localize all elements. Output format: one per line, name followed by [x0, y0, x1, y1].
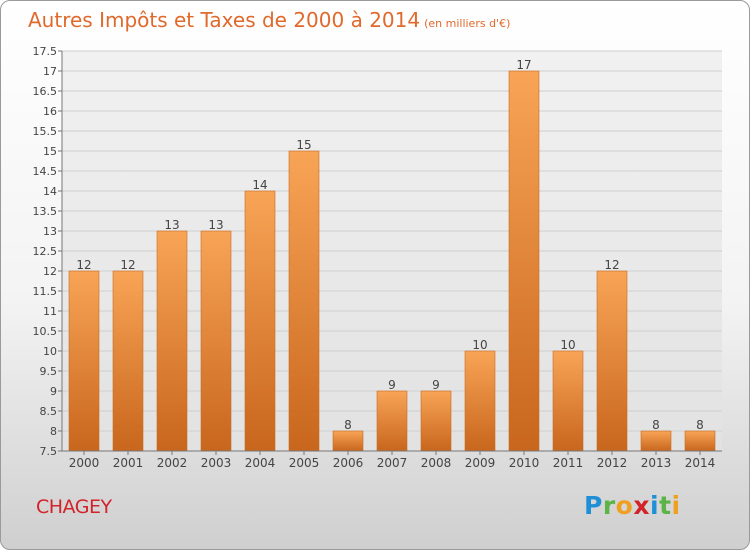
logo-letter: o: [615, 491, 634, 520]
bar-2012: [596, 270, 628, 452]
data-label: 17: [516, 58, 531, 72]
y-tick-label: 12.5: [33, 245, 58, 258]
data-label: 12: [604, 258, 619, 272]
y-tick-label: 15: [43, 145, 57, 158]
bar-2001: [112, 270, 144, 452]
bar-2000: [68, 270, 100, 452]
x-tick-label: 2000: [69, 456, 100, 470]
data-label: 10: [472, 338, 487, 352]
x-tick-label: 2003: [201, 456, 232, 470]
x-tick-label: 2008: [421, 456, 452, 470]
proxiti-logo: Proxiti: [584, 491, 681, 520]
chart-subtitle: (en milliers d'€): [424, 17, 511, 30]
y-tick-label: 14: [43, 185, 57, 198]
y-tick-label: 12: [43, 265, 57, 278]
chart-title-text: Autres Impôts et Taxes de 2000 à 2014: [28, 8, 421, 32]
data-label: 14: [252, 178, 267, 192]
y-tick-label: 16: [43, 105, 57, 118]
y-tick-label: 15.5: [33, 125, 58, 138]
x-tick-label: 2004: [245, 456, 276, 470]
data-label: 13: [208, 218, 223, 232]
logo-letter: t: [659, 491, 672, 520]
data-label: 12: [76, 258, 91, 272]
data-label: 13: [164, 218, 179, 232]
y-tick-label: 14.5: [33, 165, 58, 178]
x-tick-label: 2011: [553, 456, 584, 470]
logo-letter: P: [584, 491, 603, 520]
data-label: 8: [652, 418, 660, 432]
y-axis-ticks: 7.5 8 8.5 9 9.5 10 10.5 11 11.5 12 12.5 13 13.5 14 14.…: [33, 45, 62, 458]
x-tick-label: 2010: [509, 456, 540, 470]
x-tick-label: 2012: [597, 456, 628, 470]
x-tick-label: 2001: [113, 456, 144, 470]
bar-2014: [684, 430, 716, 452]
y-tick-label: 13.5: [33, 205, 58, 218]
y-tick-label: 9.5: [40, 365, 58, 378]
y-tick-label: 8.5: [40, 405, 58, 418]
bars: [68, 70, 716, 452]
bar-2006: [332, 430, 364, 452]
y-tick-label: 9: [50, 385, 57, 398]
data-label: 15: [296, 138, 311, 152]
x-tick-label: 2006: [333, 456, 364, 470]
data-labels: 12 12 13 13 14 15 8 9 9 10 17 10 12 8 8: [76, 58, 703, 432]
bar-2010: [508, 70, 540, 452]
y-tick-label: 10: [43, 345, 57, 358]
bar-2013: [640, 430, 672, 452]
y-tick-label: 8: [50, 425, 57, 438]
x-tick-label: 2009: [465, 456, 496, 470]
x-tick-label: 2005: [289, 456, 320, 470]
logo-letter: i: [671, 491, 681, 520]
x-tick-label: 2002: [157, 456, 188, 470]
y-tick-label: 10.5: [33, 325, 58, 338]
x-tick-label: 2007: [377, 456, 408, 470]
y-tick-label: 17: [43, 65, 57, 78]
bar-2002: [156, 230, 188, 452]
logo-letter: r: [602, 491, 616, 520]
x-tick-label: 2014: [685, 456, 716, 470]
data-label: 9: [432, 378, 440, 392]
bar-2005: [288, 150, 320, 452]
y-tick-label: 11.5: [33, 285, 58, 298]
data-label: 8: [344, 418, 352, 432]
data-label: 12: [120, 258, 135, 272]
data-label: 10: [560, 338, 575, 352]
x-axis-ticks: 2000 2001 2002 2003 2004 2005 2006 2007 2008 2009…: [69, 451, 716, 470]
y-tick-label: 11: [43, 305, 57, 318]
bar-2009: [464, 350, 496, 452]
data-label: 8: [696, 418, 704, 432]
y-tick-label: 13: [43, 225, 57, 238]
chart-title: Autres Impôts et Taxes de 2000 à 2014 (en…: [28, 8, 510, 32]
bar-2007: [376, 390, 408, 452]
logo-letter: i: [650, 491, 660, 520]
data-label: 9: [388, 378, 396, 392]
y-tick-label: 17.5: [33, 45, 58, 58]
place-name: CHAGEY: [36, 496, 112, 518]
x-tick-label: 2013: [641, 456, 672, 470]
logo-letter: x: [633, 491, 650, 520]
y-tick-label: 7.5: [40, 445, 58, 458]
y-tick-label: 16.5: [33, 85, 58, 98]
bar-2011: [552, 350, 584, 452]
bar-2003: [200, 230, 232, 452]
bar-2004: [244, 190, 276, 452]
bar-2008: [420, 390, 452, 452]
